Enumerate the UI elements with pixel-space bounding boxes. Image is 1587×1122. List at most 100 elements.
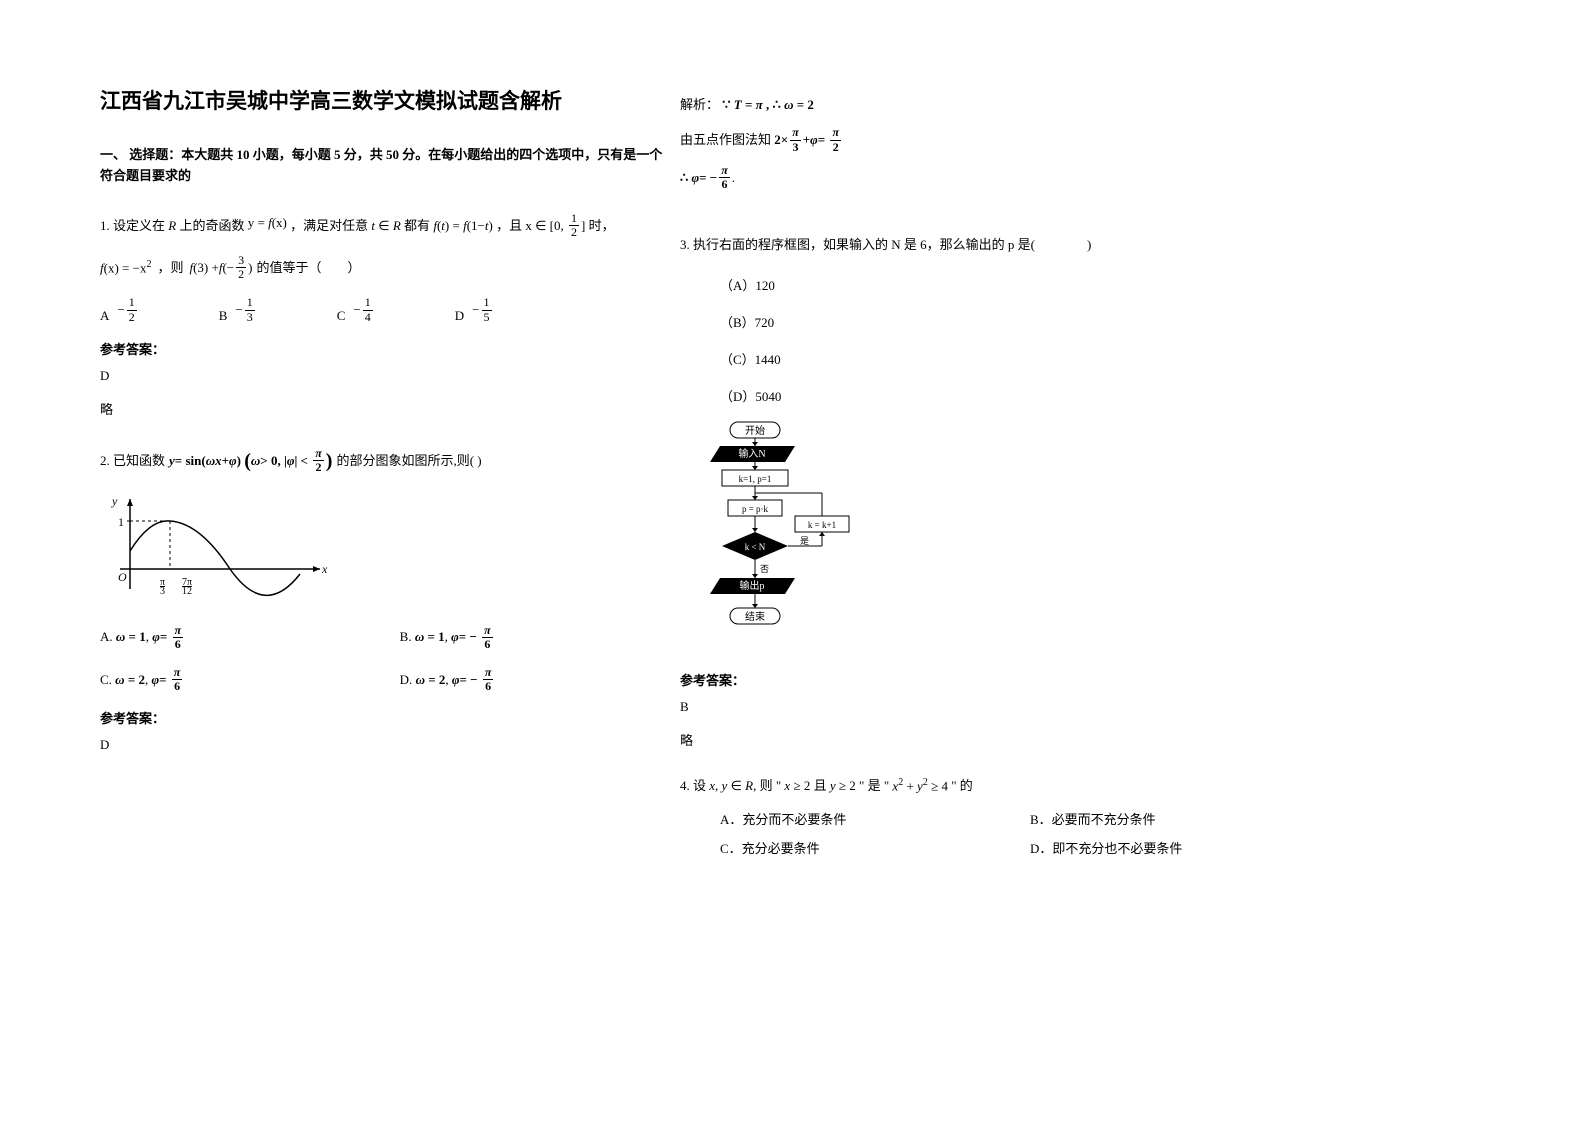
q1-text-prefix: 1. 设定义在 xyxy=(100,214,165,237)
q1-math-tR: t ∈ R xyxy=(368,214,404,237)
q3-opt-b: （B）720 xyxy=(720,312,1250,331)
flow-start: 开始 xyxy=(745,424,765,437)
q1-text-7: 的值等于（ ） xyxy=(256,256,360,279)
q1-math-ft: f(t) = f(1−t) xyxy=(430,214,496,237)
q2-opt-b: B. ω = 1, φ = − π6 xyxy=(400,624,670,651)
q1-options: A −12 B −13 C −14 D −15 xyxy=(100,296,670,323)
q1-answer: D xyxy=(100,368,670,384)
q1-text-4: ，且 xyxy=(496,214,522,237)
q1-explain: 略 xyxy=(100,399,670,418)
document-title: 江西省九江市吴城中学高三数学文模拟试题含解析 xyxy=(100,85,670,115)
flow-step2: k = k+1 xyxy=(808,520,836,530)
q1-opt-d-val: −15 xyxy=(472,296,493,323)
q4-opt-c: C．充分必要条件 xyxy=(720,838,1000,857)
flow-yes: 是 xyxy=(800,536,809,546)
q1-math-fxneg: f(x) = −x2 xyxy=(100,256,151,280)
q4-math4: x2 + y2 ≥ 4 xyxy=(889,774,951,798)
q3-opt-d: （D）5040 xyxy=(720,386,1250,405)
svg-text:1: 1 xyxy=(118,515,124,529)
q1-text-6: ，则 xyxy=(157,256,183,279)
flow-init: k=1, p=1 xyxy=(739,474,772,484)
q4-math3: y ≥ 2 xyxy=(827,774,859,797)
q1-opt-b-val: −13 xyxy=(235,296,256,323)
q1-text-3: 都有 xyxy=(404,214,430,237)
q2-answer: D xyxy=(100,737,670,753)
q4-text-2: 且 xyxy=(814,774,827,797)
q4-math2: x ≥ 2 xyxy=(781,774,813,797)
q1-opt-b: B −13 xyxy=(219,296,257,323)
q2-explain-line2: 由五点作图法知 2×π3 + φ = π2 xyxy=(680,126,1250,153)
right-column: 解析： ∵ T = π , ∴ ω = 2 由五点作图法知 2×π3 + φ =… xyxy=(680,85,1250,857)
flow-input: 输入N xyxy=(738,447,765,460)
q1-stem-line2: f(x) = −x2 ，则 f(3) + f(−32) 的值等于（ ） xyxy=(100,254,670,281)
svg-text:O: O xyxy=(118,570,127,584)
q1-math-yfx: y = f(x) xyxy=(244,211,290,234)
q1-opt-a: A −12 xyxy=(100,296,139,323)
q1-answer-label: 参考答案： xyxy=(100,339,670,358)
flow-no: 否 xyxy=(760,564,769,574)
q1-opt-c-val: −14 xyxy=(353,296,374,323)
q1-opt-b-label: B xyxy=(219,308,228,324)
q2-text-prefix: 2. 已知函数 xyxy=(100,449,165,472)
flow-step1: p = p·k xyxy=(742,504,769,514)
q1-text-1: 上的奇函数 xyxy=(179,214,244,237)
q2-explain-math3: ∴ φ = −π6 xyxy=(680,164,732,191)
q2-opt-d-label: D. xyxy=(400,672,413,688)
q2-graph: y x O 1 π 3 7π 12 xyxy=(100,489,670,604)
svg-text:y: y xyxy=(111,494,118,508)
question-4: 4. 设 x, y ∈ R, 则 " x ≥ 2 且 y ≥ 2 " 是 " x… xyxy=(680,774,1250,858)
q2-opt-c-label: C. xyxy=(100,672,112,688)
q2-stem: 2. 已知函数 y = sin(ωx + φ) (ω > 0, |φ| < π2… xyxy=(100,443,670,479)
q1-opt-c: C −14 xyxy=(337,296,375,323)
question-3: 3. 执行右面的程序框图，如果输入的 N 是 6，那么输出的 p 是( ) （A… xyxy=(680,231,1250,749)
svg-text:12: 12 xyxy=(182,586,192,597)
q3-answer-label: 参考答案： xyxy=(680,670,1250,689)
q3-flowchart: 开始 输入N k=1, p=1 p = p·k k = k+1 k xyxy=(700,420,1250,655)
flow-end: 结束 xyxy=(745,610,765,623)
svg-text:3: 3 xyxy=(160,586,165,597)
q4-options: A．充分而不必要条件 B．必要而不充分条件 C．充分必要条件 D．即不充分也不必… xyxy=(720,809,1250,857)
flow-cond: k < N xyxy=(745,542,766,552)
q4-math1: x, y ∈ R, xyxy=(706,774,760,797)
question-2: 2. 已知函数 y = sin(ωx + φ) (ω > 0, |φ| < π2… xyxy=(100,443,670,754)
q2-explain-line3: ∴ φ = −π6 . xyxy=(680,164,1250,191)
q2-answer-label: 参考答案： xyxy=(100,708,670,727)
q4-text-1: 则 " xyxy=(760,774,782,797)
q4-stem: 4. 设 x, y ∈ R, 则 " x ≥ 2 且 y ≥ 2 " 是 " x… xyxy=(680,774,1250,798)
q2-explain-period: . xyxy=(732,166,735,189)
q2-opt-a-label: A. xyxy=(100,629,113,645)
q3-explain: 略 xyxy=(680,730,1250,749)
question-1: 1. 设定义在 R 上的奇函数 y = f(x) ，满足对任意 t ∈ R 都有… xyxy=(100,212,670,418)
q2-text-suffix: 的部分图象如图所示,则( ) xyxy=(336,449,481,472)
section-header: 一、 选择题：本大题共 10 小题，每小题 5 分，共 50 分。在每小题给出的… xyxy=(100,145,670,187)
q1-stem-line1: 1. 设定义在 R 上的奇函数 y = f(x) ，满足对任意 t ∈ R 都有… xyxy=(100,212,670,239)
q1-opt-a-label: A xyxy=(100,308,109,324)
q3-answer: B xyxy=(680,699,1250,715)
q4-text-3: " 是 " xyxy=(859,774,889,797)
q2-explain-math1: ∵ T = π , ∴ ω = 2 xyxy=(719,93,814,116)
q3-opt-c: （C）1440 xyxy=(720,349,1250,368)
q3-opt-a: （A）120 xyxy=(720,275,1250,294)
q2-opt-d: D. ω = 2, φ = − π6 xyxy=(400,666,670,693)
q2-explain-math2: 2×π3 + φ = π2 xyxy=(771,126,843,153)
q2-opt-a: A. ω = 1, φ = π6 xyxy=(100,624,360,651)
q1-opt-d: D −15 xyxy=(455,296,494,323)
q1-math-interval: x ∈ [0, 12] xyxy=(522,212,589,239)
q1-math-f3: f(3) + f(−32) xyxy=(189,254,252,281)
q2-explain-2-label: 由五点作图法知 xyxy=(680,128,771,151)
q1-opt-d-label: D xyxy=(455,308,464,324)
q2-formula: y = sin(ωx + φ) (ω > 0, |φ| < π2) xyxy=(169,443,332,479)
q1-opt-a-val: −12 xyxy=(117,296,138,323)
flowchart-svg: 开始 输入N k=1, p=1 p = p·k k = k+1 k xyxy=(700,420,880,650)
q4-opt-a: A．充分而不必要条件 xyxy=(720,809,1000,828)
q4-text-4: " 的 xyxy=(951,774,973,797)
q2-opt-b-label: B. xyxy=(400,629,412,645)
q2-explanation: 解析： ∵ T = π , ∴ ω = 2 由五点作图法知 2×π3 + φ =… xyxy=(680,93,1250,191)
left-column: 江西省九江市吴城中学高三数学文模拟试题含解析 一、 选择题：本大题共 10 小题… xyxy=(100,85,670,768)
q1-opt-c-label: C xyxy=(337,308,346,324)
q3-options: （A）120 （B）720 （C）1440 （D）5040 xyxy=(720,275,1250,405)
q1-text-5: 时， xyxy=(589,214,615,237)
q4-opt-d: D．即不充分也不必要条件 xyxy=(1030,838,1310,857)
q3-stem: 3. 执行右面的程序框图，如果输入的 N 是 6，那么输出的 p 是( ) xyxy=(680,231,1250,260)
q2-explain-line1: 解析： ∵ T = π , ∴ ω = 2 xyxy=(680,93,1250,116)
